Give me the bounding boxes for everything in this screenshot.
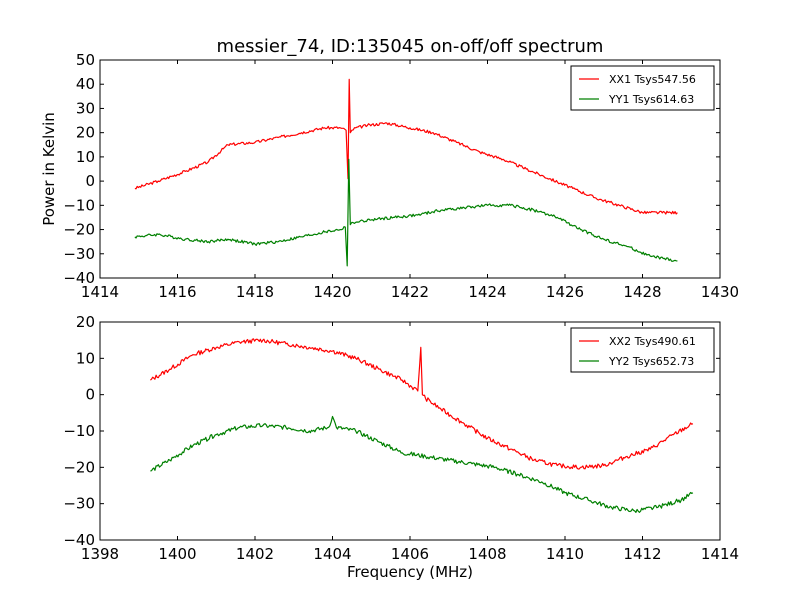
y-tick-label: 20: [76, 313, 95, 331]
legend: XX1 Tsys547.56 YY1 Tsys614.63: [570, 65, 715, 111]
y-tick-label: −30: [63, 495, 95, 513]
x-tick-label: 1410: [546, 545, 584, 563]
x-tick-label: 1406: [391, 545, 429, 563]
x-tick-label: 1420: [313, 283, 351, 301]
series-line-1: [134, 78, 678, 215]
y-tick-label: −10: [63, 422, 95, 440]
x-tick-label: 1404: [313, 545, 351, 563]
x-tick-label: 1414: [701, 545, 739, 563]
x-tick-label: 1428: [623, 283, 661, 301]
series-line-2: [150, 415, 694, 513]
y-tick-label: −30: [63, 245, 95, 263]
bottom-chart: 1398 1400 1402 1404 1406 1408 1410 1412 1414 −40 −…: [63, 313, 739, 581]
y-tick-label: −20: [63, 221, 95, 239]
y-tick-label: 50: [76, 51, 95, 69]
chart-title: messier_74, ID:135045 on-off/off spectru…: [217, 36, 604, 57]
x-axis-label: Frequency (MHz): [347, 563, 473, 581]
legend: XX2 Tsys490.61 YY2 Tsys652.73: [570, 327, 715, 373]
top-chart: 1414 1416 1418 1420 1422 1424 1426 1428 1430 −40 −…: [40, 36, 739, 301]
legend-box: [570, 327, 715, 373]
y-tick-label: −10: [63, 196, 95, 214]
y-tick-label: 40: [76, 75, 95, 93]
x-tick-label: 1402: [236, 545, 274, 563]
y-tick-label: 20: [76, 124, 95, 142]
legend-box: [570, 65, 715, 111]
y-tick-label: −20: [63, 458, 95, 476]
series-line-2: [134, 158, 678, 267]
x-tick-label: 1414: [81, 283, 119, 301]
y-tick-label: 10: [76, 148, 95, 166]
y-tick-label: 0: [85, 172, 95, 190]
x-tick-label: 1412: [623, 545, 661, 563]
x-tick-label: 1430: [701, 283, 739, 301]
x-tick-label: 1398: [81, 545, 119, 563]
y-tick-label: −40: [63, 531, 95, 549]
x-tick-label: 1424: [468, 283, 506, 301]
y-tick-label: −40: [63, 269, 95, 287]
legend-entry: XX2 Tsys490.61: [609, 335, 696, 348]
y-tick-label: 30: [76, 99, 95, 117]
x-tick-label: 1416: [158, 283, 196, 301]
series-line-1: [150, 338, 694, 470]
x-tick-label: 1422: [391, 283, 429, 301]
legend-entry: XX1 Tsys547.56: [609, 73, 696, 86]
y-tick-label: 10: [76, 349, 95, 367]
x-tick-label: 1400: [158, 545, 196, 563]
y-axis-label: Power in Kelvin: [40, 112, 58, 226]
x-tick-label: 1426: [546, 283, 584, 301]
x-tick-label: 1418: [236, 283, 274, 301]
x-tick-label: 1408: [468, 545, 506, 563]
y-tick-label: 0: [85, 386, 95, 404]
legend-entry: YY2 Tsys652.73: [608, 355, 694, 368]
legend-entry: YY1 Tsys614.63: [608, 93, 694, 106]
